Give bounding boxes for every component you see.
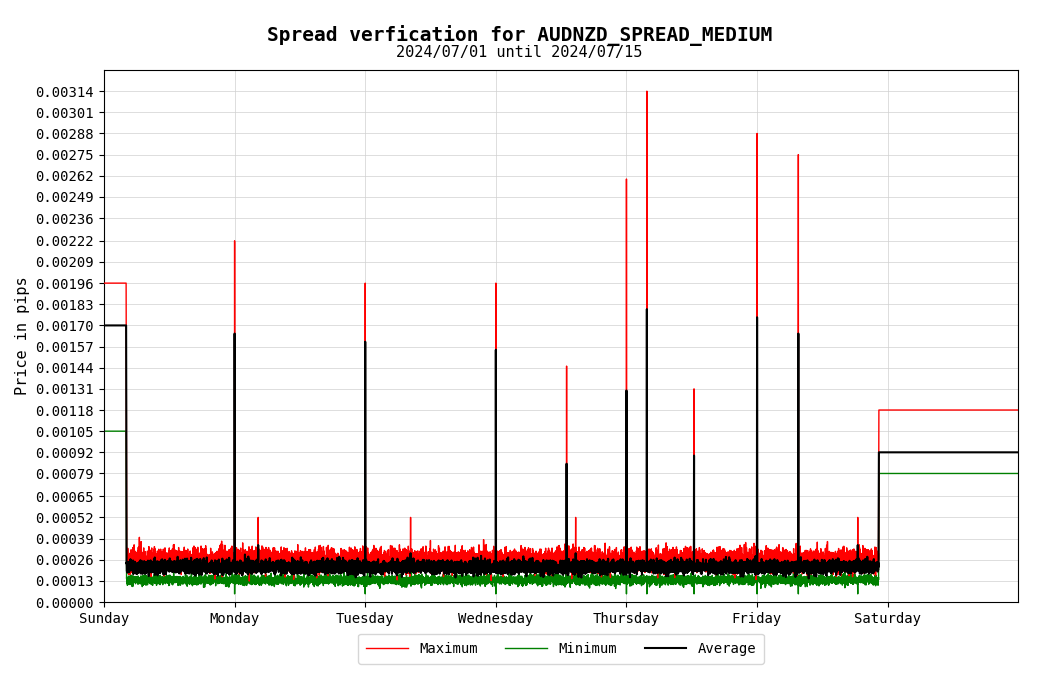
Average — [641, 305, 654, 314]
Maximum — [221, 551, 234, 559]
Maximum — [343, 556, 355, 565]
Minimum — [98, 427, 110, 435]
Average — [343, 562, 355, 570]
Maximum — [243, 577, 256, 585]
Line: Minimum: Minimum — [104, 431, 1018, 594]
Average — [221, 566, 234, 575]
Maximum — [358, 552, 371, 561]
Maximum — [784, 559, 797, 568]
Average — [802, 574, 815, 582]
Average — [1012, 448, 1024, 456]
Average — [98, 321, 110, 330]
Maximum — [98, 279, 110, 287]
Text: Spread verfication for AUDNZD_SPREAD_MEDIUM: Spread verfication for AUDNZD_SPREAD_MED… — [267, 25, 772, 46]
Y-axis label: Price in pips: Price in pips — [15, 276, 30, 395]
Minimum — [221, 575, 234, 584]
Line: Average: Average — [104, 309, 1018, 578]
Minimum — [343, 574, 355, 582]
Average — [784, 559, 797, 568]
Average — [358, 571, 371, 580]
Average — [119, 321, 132, 330]
Maximum — [1012, 406, 1024, 414]
Minimum — [229, 589, 241, 598]
Maximum — [119, 279, 132, 287]
Line: Maximum: Maximum — [104, 91, 1018, 581]
Minimum — [784, 578, 797, 586]
Minimum — [1012, 469, 1024, 477]
Maximum — [685, 559, 697, 568]
Minimum — [358, 573, 371, 582]
Text: 2024/07/01 until 2024/07/15: 2024/07/01 until 2024/07/15 — [396, 46, 643, 60]
Minimum — [119, 427, 132, 435]
Average — [685, 565, 697, 573]
Legend: Maximum, Minimum, Average: Maximum, Minimum, Average — [357, 634, 765, 664]
Minimum — [685, 579, 697, 587]
Maximum — [641, 87, 654, 95]
